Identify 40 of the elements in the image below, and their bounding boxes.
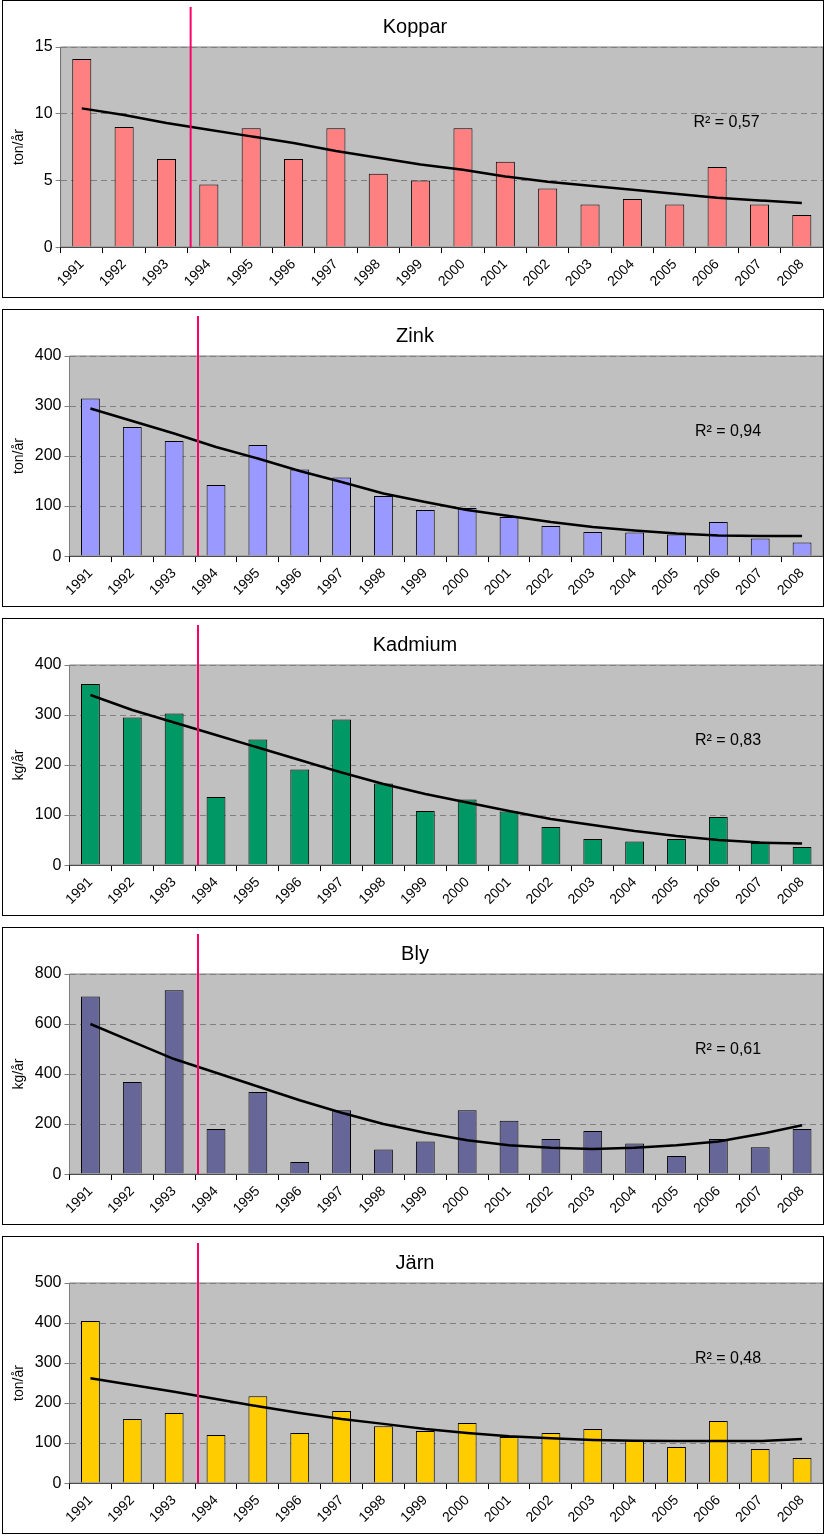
annotation: R² = 0,48 xyxy=(694,1349,762,1367)
y-axis-title: ton/år xyxy=(10,128,27,165)
y-tick-label: 0 xyxy=(52,1164,62,1182)
chart-title: Zink xyxy=(396,323,435,346)
y-tick-label: 200 xyxy=(34,1114,62,1132)
annotation: R² = 0,83 xyxy=(694,731,762,749)
y-tick-label: 400 xyxy=(34,1064,62,1082)
y-tick-label: 0 xyxy=(52,546,62,564)
y-tick-label: 0 xyxy=(52,855,62,873)
y-tick-label: 500 xyxy=(34,1273,62,1291)
annotation: R² = 0,94 xyxy=(694,422,762,440)
annotation: R² = 0,61 xyxy=(694,1040,762,1058)
y-tick-label: 300 xyxy=(34,1353,62,1371)
y-tick-label: 400 xyxy=(34,655,62,673)
y-axis-title: ton/år xyxy=(10,437,27,474)
y-tick-label: 200 xyxy=(34,1393,62,1411)
y-tick-label: 600 xyxy=(34,1014,62,1032)
y-tick-label: 10 xyxy=(34,104,53,122)
chart-title: Järn xyxy=(395,1250,435,1273)
y-axis-title: ton/år xyxy=(10,1364,27,1401)
annotation: R² = 0,57 xyxy=(693,113,760,131)
chart-title: Koppar xyxy=(382,14,448,37)
y-tick-label: 5 xyxy=(43,170,53,188)
y-tick-label: 0 xyxy=(52,1473,62,1491)
y-axis-title: kg/år xyxy=(10,749,27,781)
y-tick-label: 300 xyxy=(34,396,62,414)
y-tick-label: 200 xyxy=(34,755,62,773)
chart-title: Kadmium xyxy=(372,632,458,655)
y-tick-label: 400 xyxy=(34,1313,62,1331)
y-tick-label: 15 xyxy=(34,37,53,55)
y-tick-label: 800 xyxy=(34,964,62,982)
y-tick-label: 0 xyxy=(43,237,53,255)
y-tick-label: 400 xyxy=(34,346,62,364)
chart-title: Bly xyxy=(401,941,429,964)
y-axis-title: kg/år xyxy=(10,1058,27,1090)
y-tick-label: 100 xyxy=(34,805,62,823)
y-tick-label: 300 xyxy=(34,705,62,723)
y-tick-label: 100 xyxy=(34,1433,62,1451)
y-tick-label: 100 xyxy=(34,496,62,514)
y-tick-label: 200 xyxy=(34,446,62,464)
